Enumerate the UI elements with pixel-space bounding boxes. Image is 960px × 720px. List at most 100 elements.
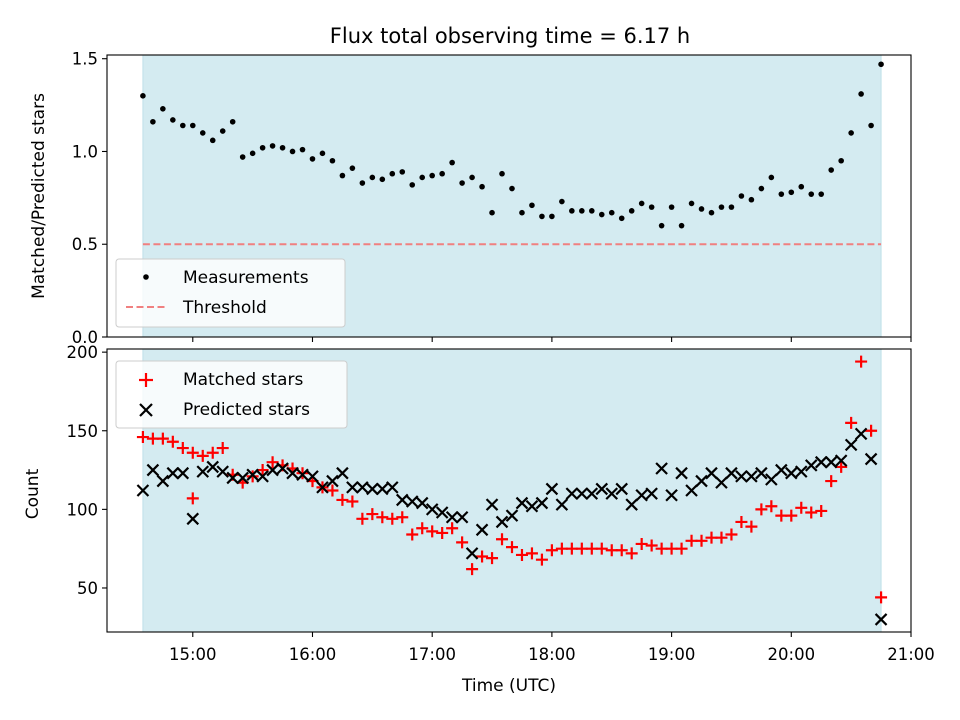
measurements-point bbox=[708, 209, 715, 216]
measurements-point bbox=[509, 185, 515, 192]
matched-stars-point bbox=[166, 435, 179, 448]
matched-stars-point bbox=[336, 493, 349, 506]
measurements-point bbox=[588, 208, 595, 214]
bottom-legend: Matched stars Predicted stars bbox=[115, 360, 348, 429]
matched-stars-point bbox=[426, 525, 439, 538]
predicted-stars-point bbox=[854, 427, 868, 441]
measurements-point bbox=[249, 150, 256, 157]
predicted-stars-point bbox=[405, 495, 419, 508]
matched-stars-point bbox=[416, 522, 429, 535]
predicted-stars-point bbox=[455, 510, 469, 524]
predicted-stars-point bbox=[585, 487, 599, 500]
predicted-stars-point bbox=[635, 488, 648, 502]
measurements-point bbox=[419, 174, 426, 181]
measurements-point bbox=[768, 174, 775, 181]
predicted-stars-point bbox=[525, 499, 539, 513]
matched-stars-point bbox=[156, 432, 169, 445]
measurements-point bbox=[199, 130, 206, 136]
legend-marker-predicted bbox=[139, 403, 153, 417]
x-tick-label: 20:00 bbox=[768, 645, 816, 664]
predicted-stars-point bbox=[136, 484, 150, 497]
bottom-legend-box bbox=[115, 360, 348, 429]
matched-stars-point bbox=[525, 547, 538, 560]
predicted-stars-point bbox=[326, 474, 339, 488]
predicted-stars-point bbox=[505, 509, 519, 522]
measurements-point bbox=[399, 169, 406, 175]
predicted-stars-point bbox=[675, 466, 688, 480]
measurements-point bbox=[529, 202, 535, 209]
measurements-point bbox=[788, 189, 795, 196]
predicted-stars-point bbox=[705, 466, 718, 480]
measurements-point bbox=[838, 157, 844, 164]
predicted-stars-point bbox=[755, 466, 768, 480]
matched-stars-point bbox=[186, 446, 199, 459]
matched-stars-point bbox=[515, 548, 528, 561]
predicted-stars-point bbox=[395, 493, 409, 507]
measurements-point bbox=[818, 191, 825, 197]
top-x-ticks bbox=[192, 337, 912, 342]
matched-stars-point bbox=[875, 591, 888, 604]
predicted-stars-point bbox=[775, 463, 788, 477]
bottom-y-tick-label: 100 bbox=[67, 500, 99, 519]
predicted-stars-point bbox=[485, 498, 499, 511]
measurements-point bbox=[369, 174, 376, 181]
measurements-point bbox=[549, 213, 555, 220]
predicted-stars-point bbox=[296, 468, 309, 482]
measurements-point bbox=[189, 122, 196, 129]
predicted-stars-point bbox=[804, 459, 818, 472]
predicted-stars-point bbox=[425, 503, 439, 516]
measurements-point bbox=[449, 159, 455, 166]
measurements-point bbox=[150, 118, 156, 125]
predicted-stars-point bbox=[615, 482, 628, 496]
measurements-point bbox=[808, 191, 815, 197]
measurements-point bbox=[668, 204, 675, 210]
matched-stars-point bbox=[545, 544, 558, 557]
measurements-point bbox=[798, 183, 805, 190]
predicted-stars-point bbox=[146, 463, 160, 477]
predicted-stars-point bbox=[565, 487, 579, 500]
matched-stars-point bbox=[486, 552, 499, 565]
measurements-point bbox=[279, 144, 286, 151]
matched-stars-point bbox=[326, 484, 339, 497]
measurements-point bbox=[559, 198, 565, 205]
matched-stars-point bbox=[266, 456, 279, 469]
measurements-point bbox=[239, 154, 246, 160]
matched-stars-point bbox=[466, 563, 479, 576]
matched-stars-point bbox=[595, 542, 608, 555]
predicted-stars-point bbox=[495, 515, 509, 529]
measurements-point bbox=[439, 170, 445, 177]
matched-stars-point bbox=[845, 416, 858, 429]
matched-stars-point bbox=[715, 531, 728, 544]
predicted-stars-point bbox=[555, 498, 569, 511]
predicted-stars-point bbox=[844, 438, 858, 452]
matched-stars-point bbox=[675, 542, 688, 555]
matched-stars-point bbox=[476, 550, 489, 563]
measurements-point bbox=[489, 209, 495, 216]
predicted-stars-point bbox=[156, 474, 170, 488]
measurements-point bbox=[678, 222, 685, 229]
predicted-stars-point bbox=[435, 506, 449, 519]
matched-stars-point bbox=[246, 470, 259, 483]
predicted-stars-point bbox=[266, 463, 279, 477]
measurements-point bbox=[459, 180, 465, 186]
matched-stars-point bbox=[755, 503, 768, 516]
measurements-point bbox=[718, 204, 725, 210]
measurements-point bbox=[569, 208, 575, 214]
matched-stars-point bbox=[825, 475, 838, 488]
measurements-point bbox=[389, 170, 396, 177]
x-tick-label: 15:00 bbox=[169, 645, 217, 664]
measurements-point bbox=[628, 208, 635, 214]
matched-stars-point bbox=[136, 431, 149, 444]
matched-stars-point bbox=[645, 539, 658, 552]
measurements-point bbox=[519, 209, 525, 216]
top-axes-frame bbox=[106, 54, 912, 338]
measurements-point bbox=[479, 183, 485, 190]
matched-stars-point bbox=[366, 508, 379, 521]
measurements-point bbox=[728, 204, 735, 210]
measurements-point bbox=[329, 157, 336, 164]
legend-marker-measurements bbox=[143, 274, 149, 280]
predicted-stars-point bbox=[226, 471, 239, 485]
predicted-stars-point bbox=[246, 468, 259, 482]
predicted-stars-point bbox=[206, 460, 220, 474]
